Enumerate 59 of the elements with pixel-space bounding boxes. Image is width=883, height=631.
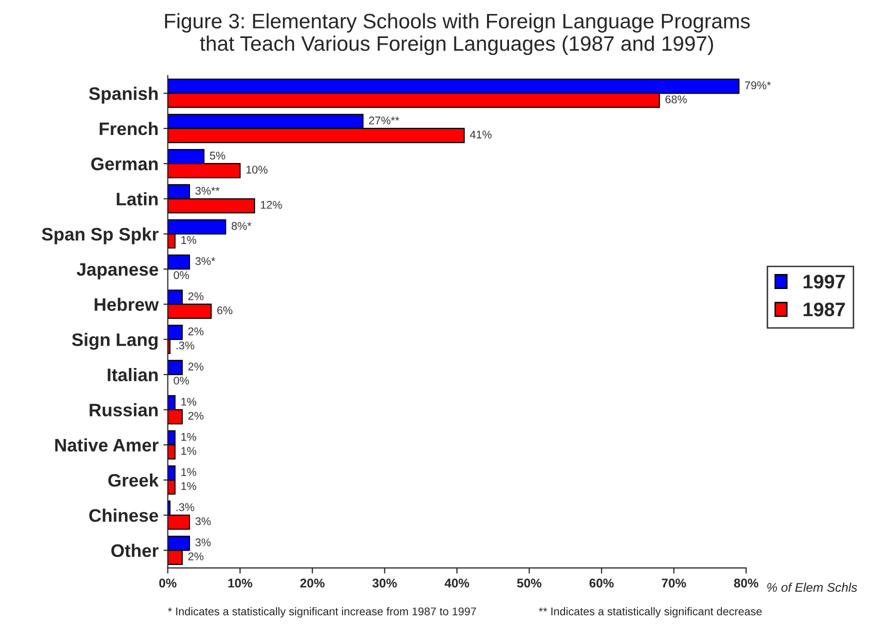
data-label: 0% [174, 271, 189, 280]
y-tick-label: Spanish [89, 86, 158, 104]
data-label: 6% [217, 306, 232, 314]
y-tick-label: Japanese [76, 263, 158, 280]
x-tick-label: 10% [228, 578, 252, 588]
x-tick-label: 80% [734, 578, 758, 588]
data-label: 12% [260, 200, 282, 209]
y-tick-label: Hebrew [94, 298, 159, 311]
y-tick-label: French [100, 122, 158, 136]
data-label: 2% [188, 412, 204, 420]
legend-label: 1997 [804, 274, 845, 288]
data-label: 41% [470, 130, 492, 138]
x-tick-label: 20% [300, 578, 325, 588]
data-label: 5% [210, 152, 226, 160]
data-label: 1% [181, 236, 196, 244]
data-label: 27%** [369, 116, 400, 124]
data-label: 2% [188, 292, 204, 300]
y-tick-label: Other [111, 544, 158, 558]
y-tick-label: Italian [108, 368, 158, 382]
y-tick-label: Native Amer [55, 438, 158, 452]
data-label: 1% [181, 468, 196, 476]
data-label: 1% [181, 432, 196, 441]
bar [168, 360, 183, 376]
data-label: 79%* [745, 81, 771, 90]
text: * Indicates a statistically significant increase from 1987 to 1997 [168, 607, 476, 618]
y-tick-label: Latin [116, 192, 158, 206]
data-label: 2% [188, 362, 204, 370]
chart-title: Figure 3: Elementary Schools with Foreign Language Programs that Teach Various Foreign Languages (1987 and 1997) [165, 13, 750, 56]
y-tick-label: German [91, 158, 158, 170]
text: ** Indicates a statistically significant decrease [538, 607, 762, 618]
y-tick-label: Span Sp Spkr [42, 227, 158, 244]
bar [168, 254, 190, 270]
x-axis-title: % of Elem Schls [767, 582, 858, 592]
data-label: 2% [188, 327, 204, 336]
data-label: 3% [195, 517, 211, 526]
y-tick-label: Sign Lang [72, 332, 158, 350]
x-tick-label: 40% [444, 578, 470, 588]
data-label: .3% [176, 342, 194, 350]
x-tick-label: 0% [159, 578, 176, 588]
data-label: 3%* [195, 257, 216, 266]
data-label: 8%* [232, 222, 252, 230]
x-tick-label: 60% [589, 578, 614, 588]
x-tick-label: 70% [662, 578, 686, 588]
data-label: 10% [246, 166, 268, 174]
legend-label: 1987 [804, 302, 845, 316]
data-label: 1% [181, 398, 196, 406]
x-tick-label: 30% [372, 578, 397, 588]
data-label: 1% [181, 482, 196, 490]
data-label: 3%** [195, 186, 220, 195]
y-tick-label: Greek [108, 473, 159, 487]
data-label: 2% [188, 552, 204, 560]
data-label: 0% [174, 376, 189, 385]
data-label: 3% [195, 538, 211, 546]
y-tick-label: Russian [90, 403, 158, 416]
data-label: 1% [181, 447, 196, 455]
data-label: 68% [666, 95, 687, 104]
data-label: .3% [176, 503, 194, 512]
x-tick-label: 50% [517, 578, 542, 588]
y-tick-label: Chinese [89, 508, 158, 522]
